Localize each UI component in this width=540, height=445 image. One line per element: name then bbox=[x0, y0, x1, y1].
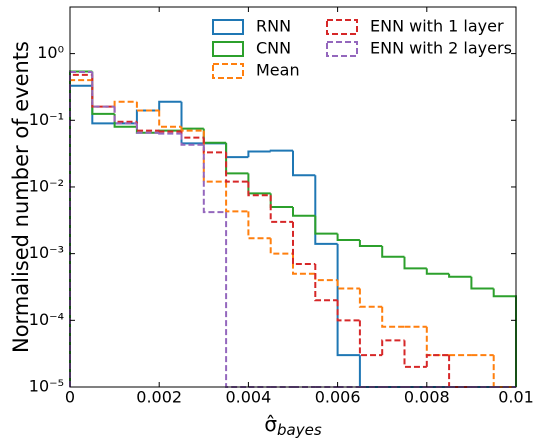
histogram-step bbox=[91, 71, 115, 108]
y-tick-label: 10⁻⁵ bbox=[29, 377, 64, 396]
plot-frame bbox=[69, 6, 517, 388]
histogram-step bbox=[358, 355, 383, 388]
histogram-step bbox=[403, 256, 427, 270]
histogram-step bbox=[91, 74, 115, 108]
histogram-step bbox=[269, 193, 293, 209]
x-tick-label: 0.006 bbox=[315, 388, 361, 407]
histogram-step bbox=[113, 106, 137, 123]
histogram-step bbox=[247, 173, 271, 195]
histogram-step bbox=[448, 355, 472, 388]
histogram-step bbox=[225, 181, 249, 213]
histogram-step bbox=[202, 137, 227, 154]
histogram-step bbox=[292, 253, 316, 275]
y-tick-label: 10⁻³ bbox=[29, 243, 64, 262]
y-tick-label: 10⁻⁴ bbox=[29, 310, 64, 329]
legend-label: RNN bbox=[256, 17, 291, 36]
x-tick-label: 0.01 bbox=[498, 388, 534, 407]
y-tick-label: 10⁻² bbox=[29, 176, 64, 195]
histogram-step bbox=[158, 130, 182, 133]
y-tick-label: 10⁰ bbox=[37, 43, 64, 62]
histogram-step bbox=[381, 339, 405, 356]
histogram-step bbox=[225, 152, 249, 183]
histogram-step bbox=[425, 268, 450, 275]
x-tick-label: 0.002 bbox=[136, 388, 182, 407]
histogram-step bbox=[336, 233, 360, 242]
histogram-step bbox=[314, 175, 338, 245]
x-axis-label: σ̂bayes bbox=[264, 412, 322, 439]
x-tick-label: 0 bbox=[65, 388, 75, 407]
histogram-step bbox=[292, 221, 316, 265]
histogram-step bbox=[91, 85, 115, 125]
legend-label: Mean bbox=[256, 61, 300, 80]
legend-swatch bbox=[212, 19, 244, 35]
legend-label: CNN bbox=[256, 39, 291, 58]
histogram-step bbox=[113, 100, 137, 107]
histogram-step bbox=[135, 121, 160, 132]
histogram-step bbox=[247, 211, 271, 240]
histogram-step bbox=[202, 128, 227, 144]
legend-label: ENN with 2 layers bbox=[370, 39, 512, 58]
legend-swatch bbox=[212, 41, 244, 57]
y-tick-label: 10⁻¹ bbox=[29, 110, 64, 129]
legend-swatch bbox=[326, 41, 358, 57]
histogram-step bbox=[292, 207, 316, 217]
histogram-step bbox=[180, 131, 204, 139]
histogram-step bbox=[69, 73, 93, 387]
y-axis-label: Normalised number of events bbox=[9, 41, 33, 353]
histogram-step bbox=[381, 306, 405, 328]
histogram-step bbox=[314, 263, 338, 302]
histogram-step bbox=[135, 123, 160, 134]
histogram-step bbox=[269, 149, 293, 152]
histogram-step bbox=[358, 288, 383, 308]
histogram-step bbox=[180, 133, 204, 146]
histogram-step bbox=[69, 79, 93, 387]
histogram-step bbox=[336, 243, 360, 357]
x-tick-label: 0.004 bbox=[225, 388, 271, 407]
histogram-step bbox=[425, 326, 450, 357]
histogram-step bbox=[448, 273, 472, 278]
histogram-step bbox=[135, 109, 160, 124]
x-tick-label: 0.008 bbox=[404, 388, 450, 407]
histogram-step bbox=[247, 181, 271, 197]
histogram-step bbox=[225, 212, 249, 388]
histogram-step bbox=[425, 354, 450, 367]
histogram-step bbox=[69, 70, 93, 387]
histogram-step bbox=[336, 280, 360, 290]
histogram-step bbox=[314, 273, 338, 282]
histogram-step bbox=[492, 355, 516, 388]
histogram-step bbox=[113, 106, 137, 125]
histogram-step bbox=[403, 340, 427, 368]
histogram-step bbox=[247, 150, 271, 158]
histogram-step bbox=[381, 246, 405, 258]
legend-swatch bbox=[212, 63, 244, 79]
x-label-subscript: bayes bbox=[277, 421, 322, 439]
histogram-step bbox=[202, 130, 227, 183]
histogram-step bbox=[202, 144, 227, 214]
histogram-step bbox=[69, 84, 93, 387]
legend-label: ENN with 1 layer bbox=[370, 17, 504, 36]
histogram-step bbox=[358, 240, 383, 248]
x-label-symbol: σ̂ bbox=[264, 412, 277, 436]
histogram-step bbox=[314, 215, 338, 235]
histogram-step bbox=[225, 143, 249, 159]
histogram-step bbox=[113, 113, 137, 128]
histogram-step bbox=[158, 100, 182, 111]
legend-swatch bbox=[326, 19, 358, 35]
histogram-step bbox=[292, 150, 316, 177]
histogram-step bbox=[135, 101, 160, 112]
histogram-step bbox=[358, 320, 383, 357]
histogram-step bbox=[69, 70, 93, 387]
histogram-step bbox=[492, 288, 517, 387]
histogram-step bbox=[158, 132, 182, 135]
histogram-step bbox=[91, 80, 115, 108]
histogram-step bbox=[269, 195, 293, 223]
histogram-step bbox=[470, 276, 494, 290]
histogram-step bbox=[158, 110, 182, 128]
histogram-step bbox=[336, 300, 360, 322]
histogram-step bbox=[269, 238, 293, 255]
